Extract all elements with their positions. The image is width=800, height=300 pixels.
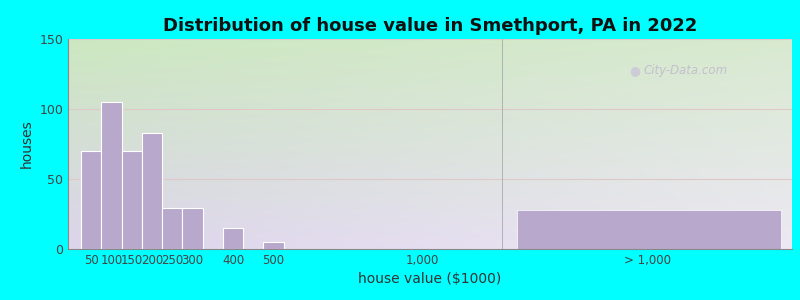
Title: Distribution of house value in Smethport, PA in 2022: Distribution of house value in Smethport… — [163, 17, 697, 35]
Y-axis label: houses: houses — [20, 120, 34, 168]
Text: ●: ● — [629, 64, 640, 77]
Bar — [223, 228, 243, 249]
Bar — [81, 151, 102, 249]
Bar — [102, 102, 122, 249]
X-axis label: house value ($1000): house value ($1000) — [358, 272, 502, 286]
Bar — [142, 133, 162, 249]
Text: City-Data.com: City-Data.com — [643, 64, 728, 77]
Bar — [122, 151, 142, 249]
Bar — [162, 208, 182, 249]
Bar — [517, 210, 781, 249]
Bar — [182, 208, 202, 249]
Bar — [263, 242, 284, 249]
